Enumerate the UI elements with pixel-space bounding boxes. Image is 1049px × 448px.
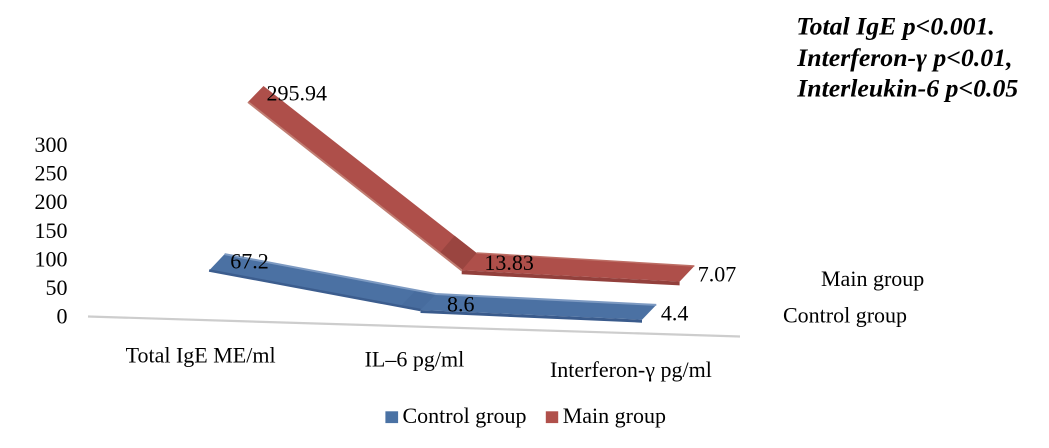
svg-text:IL–6 pg/ml: IL–6 pg/ml	[365, 347, 465, 372]
svg-text:Interleukin-6 p<0.05: Interleukin-6 p<0.05	[796, 73, 1018, 102]
svg-text:100: 100	[35, 246, 68, 271]
svg-text:Control group: Control group	[783, 303, 907, 328]
svg-text:0: 0	[57, 304, 68, 329]
svg-text:8.6: 8.6	[447, 292, 475, 317]
svg-text:Main group: Main group	[821, 266, 924, 291]
svg-text:7.07: 7.07	[698, 261, 737, 286]
svg-text:200: 200	[35, 189, 68, 214]
svg-text:Main group: Main group	[563, 403, 666, 428]
svg-text:Total IgE ME/ml: Total IgE ME/ml	[126, 343, 276, 368]
svg-text:67.2: 67.2	[230, 248, 269, 273]
svg-text:250: 250	[35, 161, 68, 186]
svg-text:Control group: Control group	[403, 403, 527, 428]
svg-text:150: 150	[35, 218, 68, 243]
svg-text:300: 300	[35, 132, 68, 157]
svg-text:Interferon-γ pg/ml: Interferon-γ pg/ml	[550, 357, 712, 382]
svg-text:13.83: 13.83	[484, 250, 534, 275]
svg-text:50: 50	[46, 275, 68, 300]
svg-text:4.4: 4.4	[661, 300, 689, 325]
svg-text:Interferon-γ p<0.01,: Interferon-γ p<0.01,	[796, 43, 1012, 72]
svg-text:Total IgE p<0.001.: Total IgE p<0.001.	[796, 11, 995, 40]
svg-text:295.94: 295.94	[267, 81, 328, 106]
